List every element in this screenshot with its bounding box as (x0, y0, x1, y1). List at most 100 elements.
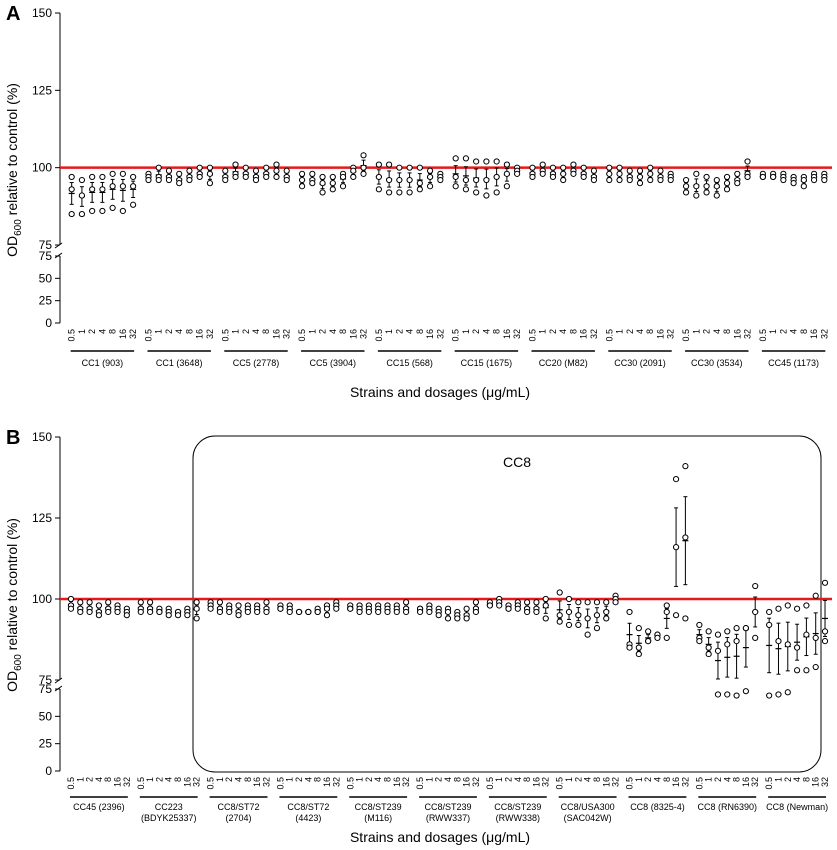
panel-b-dose-label: 4 (94, 777, 104, 782)
panel-a-group-label-line: CC15 (1675) (461, 358, 513, 368)
panel-a-data-point (693, 170, 700, 177)
panel-a-y-axis-title: OD600 relative to control (%) (4, 83, 24, 257)
panel-a-dose-label: 2 (394, 329, 404, 334)
panel-b-data-point (556, 612, 563, 619)
panel-a-data-point (616, 164, 623, 171)
panel-a-dose-label: 4 (558, 329, 568, 334)
panel-b-data-point (584, 599, 591, 606)
panel-a-dose-label: 32 (819, 329, 829, 339)
panel-b-dose-label: 8 (452, 777, 462, 782)
panel-b-dose-label: 2 (434, 777, 444, 782)
panel-a-data-point (503, 161, 510, 168)
panel-b-data-point (752, 634, 759, 641)
panel-b-data-point (403, 599, 410, 606)
panel-b-data-point (565, 608, 573, 616)
panel-b-data-point (821, 638, 829, 645)
panel-b-data-point (556, 589, 563, 596)
panel-a-data-point (386, 161, 393, 168)
panel-b-dose-label: 8 (313, 777, 323, 782)
panel-b-data-point (742, 688, 749, 695)
panel-b-data-point (67, 595, 75, 603)
panel-b-dose-label: 32 (401, 777, 411, 787)
panel-b-dose-label: 0.5 (764, 777, 774, 790)
panel-a-data-point (452, 173, 459, 181)
panel-b-data-point (156, 608, 163, 616)
panel-b-data-point (593, 625, 601, 632)
panel-a-data-point (319, 180, 326, 187)
panel-b-group-label-line: (2704) (226, 813, 252, 823)
panel-b-data-point (444, 615, 452, 622)
panel-a-data-point (539, 161, 546, 168)
panel-a-data-point (616, 176, 623, 184)
panel-b-dose-label: 8 (382, 777, 392, 782)
panel-a-dose-label: 4 (174, 329, 184, 334)
panel-b-data-point (193, 605, 200, 612)
panel-b-data-point (95, 612, 103, 619)
panel-b-dose-label: 4 (513, 777, 523, 782)
panel-b-data-point (705, 628, 712, 635)
panel-b-dose-label: 2 (154, 777, 164, 782)
panel-a-data-point (626, 176, 633, 184)
panel-a-dose-label: 16 (502, 329, 512, 339)
panel-b-y-tick-label: 0 (45, 764, 52, 778)
panel-a-data-point (483, 176, 490, 184)
panel-a-dose-label: 16 (655, 329, 665, 339)
panel-a-data-point (723, 173, 731, 181)
panel-b-dose-label: 1 (704, 777, 714, 782)
panel-b-data-point (635, 650, 642, 658)
panel-b-dose-label: 32 (192, 777, 202, 787)
panel-b-data-point (626, 644, 633, 651)
panel-a-dose-label: 0.5 (297, 329, 307, 342)
panel-a-data-point (473, 189, 480, 196)
panel-b-data-point (114, 608, 121, 616)
panel-a-data-point (790, 180, 797, 187)
panel-a-data-point (657, 176, 664, 184)
panel-b-dose-label: 16 (462, 777, 472, 787)
panel-a-data-point (703, 173, 710, 181)
panel-a-data-point (109, 183, 116, 190)
panel-b-data-point (672, 544, 680, 551)
panel-a-data-point (329, 186, 336, 193)
panel-b-data-point (67, 605, 75, 612)
panel-b-data-point (193, 615, 200, 622)
panel-a-dose-label: 0.5 (220, 329, 230, 342)
panel-a-dose-label: 1 (384, 329, 394, 334)
panel-a-y-tick-label: 100 (32, 161, 52, 175)
panel-b-dose-label: 0.5 (415, 777, 425, 790)
panel-b-dose-label: 0.5 (345, 777, 355, 790)
panel-b-data-point (375, 608, 382, 616)
panel-b-group-label-line: (4423) (295, 813, 321, 823)
panel-a-data-point (89, 186, 96, 193)
panel-a-dose-label: 32 (128, 329, 138, 339)
panel-b-group-label: CC45 (2396) (73, 802, 125, 812)
panel-a-dose-label: 4 (251, 329, 261, 334)
panel-b-group-label: CC8/USA300 (SAC042W) (561, 802, 615, 823)
panel-a-y-tick-label: 125 (32, 83, 52, 97)
panel-a-dose-label: 2 (241, 329, 251, 334)
panel-a-data-point (68, 186, 75, 193)
panel-b-data-point (752, 608, 759, 616)
panel-b-data-point (584, 615, 591, 622)
panel-b-data-point (705, 650, 712, 658)
panel-a-group-label: CC15 (1675) (461, 358, 513, 368)
panel-a-dose-label: 0.5 (527, 329, 537, 342)
panel-a-dose-label: 2 (702, 329, 712, 334)
panel-b-data-point (766, 692, 773, 699)
panel-a-data-point (580, 173, 587, 181)
panel-a-data-point (109, 204, 116, 211)
panel-a-dose-label: 32 (435, 329, 445, 339)
panel-a-dose-label: 0.5 (681, 329, 691, 342)
panel-b-group-label: CC8/ST72 (2704) (218, 802, 260, 823)
panel-b-data-point (137, 608, 144, 616)
panel-a-data-point (119, 207, 126, 215)
panel-a-data-point (473, 158, 480, 165)
panel-b-y-tick-label: 150 (32, 430, 52, 444)
panel-a-group-label-line: CC1 (3648) (156, 358, 203, 368)
panel-a-dose-label: 2 (625, 329, 635, 334)
cc8-highlight-box (192, 435, 822, 773)
panel-b-data-point (77, 608, 84, 616)
panel-b-data-point (565, 621, 573, 629)
panel-b-data-point (454, 615, 461, 622)
panel-a-data-point (514, 170, 521, 177)
panel-a-data-point (350, 167, 357, 174)
